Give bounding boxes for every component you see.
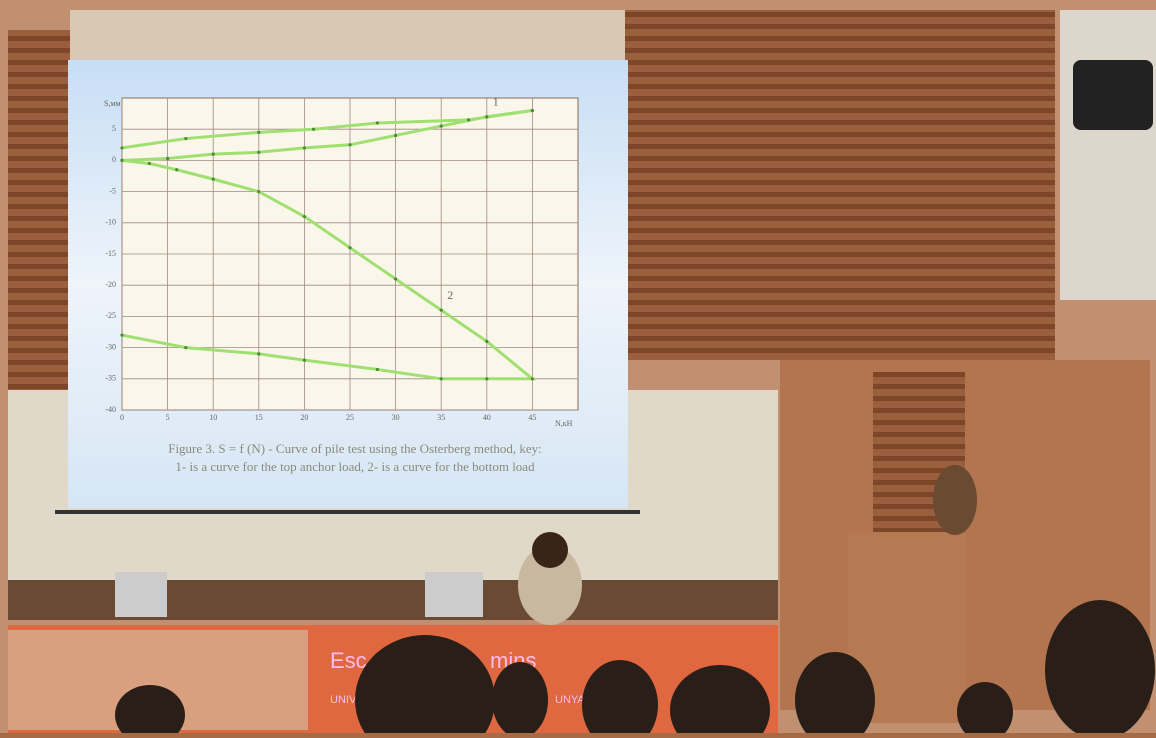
point	[212, 153, 215, 156]
caption: 1- is a curve for the top anchor load, 2…	[175, 459, 535, 474]
speaker-person	[933, 465, 977, 535]
curve-label: 1	[493, 94, 499, 108]
monitor	[115, 572, 167, 617]
point	[257, 190, 260, 193]
point	[257, 352, 260, 355]
y-tick-label: 0	[112, 155, 116, 164]
banner-title: Esc	[330, 648, 367, 673]
wall-top	[70, 10, 625, 60]
x-tick-label: 40	[483, 413, 491, 422]
x-tick-label: 5	[166, 413, 170, 422]
x-tick-label: 20	[300, 413, 308, 422]
point	[531, 377, 534, 380]
point	[212, 178, 215, 181]
y-axis-label: S,мм	[104, 99, 121, 108]
y-tick-label: -20	[105, 280, 116, 289]
column	[1060, 10, 1156, 300]
moderator-head	[532, 532, 568, 568]
y-tick-label: -35	[105, 374, 116, 383]
point	[184, 137, 187, 140]
point	[148, 162, 151, 165]
x-tick-label: 35	[437, 413, 445, 422]
point	[120, 334, 123, 337]
y-tick-label: -25	[105, 311, 116, 320]
page: S,мм N,кН Figure 3. S = f (N) - Curve of…	[0, 0, 1156, 733]
x-axis-label: N,кН	[555, 419, 573, 428]
y-tick-label: -5	[109, 186, 116, 195]
y-tick-label: -15	[105, 249, 116, 258]
x-tick-label: 30	[392, 413, 400, 422]
y-tick-label: -30	[105, 342, 116, 351]
point	[303, 146, 306, 149]
caption: Figure 3. S = f (N) - Curve of pile test…	[168, 441, 542, 456]
monitor	[425, 572, 483, 617]
point	[348, 246, 351, 249]
point	[394, 134, 397, 137]
x-tick-label: 10	[209, 413, 217, 422]
speaker	[1073, 60, 1153, 130]
curve-label: 2	[447, 288, 453, 302]
x-tick-label: 25	[346, 413, 354, 422]
point	[312, 128, 315, 131]
x-tick-label: 45	[528, 413, 536, 422]
point	[120, 146, 123, 149]
point	[348, 143, 351, 146]
point	[257, 151, 260, 154]
point	[376, 121, 379, 124]
point	[467, 118, 470, 121]
x-tick-label: 15	[255, 413, 263, 422]
point	[166, 157, 169, 160]
point	[531, 109, 534, 112]
wood-panel	[625, 10, 1055, 360]
point	[257, 131, 260, 134]
banner-subtitle: UNYA	[555, 694, 585, 706]
banner-subtitle: UNIV	[330, 694, 357, 706]
point	[440, 309, 443, 312]
point	[440, 377, 443, 380]
point	[376, 368, 379, 371]
point	[120, 159, 123, 162]
y-tick-label: 5	[112, 124, 116, 133]
y-tick-label: -10	[105, 218, 116, 227]
point	[184, 346, 187, 349]
point	[485, 340, 488, 343]
wood-panel	[8, 30, 70, 390]
point	[303, 358, 306, 361]
point	[485, 377, 488, 380]
point	[394, 277, 397, 280]
point	[175, 168, 178, 171]
y-tick-label: -40	[105, 405, 116, 414]
x-tick-label: 0	[120, 413, 124, 422]
point	[303, 215, 306, 218]
photo: S,мм N,кН Figure 3. S = f (N) - Curve of…	[0, 0, 1156, 733]
point	[440, 124, 443, 127]
point	[485, 115, 488, 118]
